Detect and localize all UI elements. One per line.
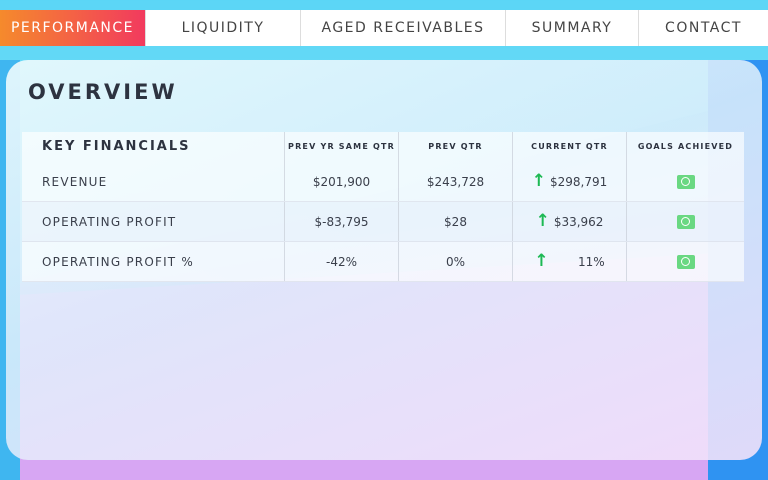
prev-qtr-value: 0% bbox=[399, 242, 513, 281]
tab-contact[interactable]: CONTACT bbox=[665, 20, 742, 36]
tab-liquidity[interactable]: LIQUIDITY bbox=[146, 10, 301, 46]
up-arrow-icon: ↑ bbox=[531, 171, 546, 191]
tab-performance[interactable]: PERFORMANCE bbox=[0, 10, 146, 46]
header-key-financials: KEY FINANCIALS bbox=[22, 132, 285, 162]
header-prev-yr-same-qtr: PREV YR SAME QTR bbox=[285, 132, 399, 162]
table-header-row: KEY FINANCIALS PREV YR SAME QTR PREV QTR… bbox=[22, 132, 744, 162]
table-row: OPERATING PROFIT $-83,795 $28 ↑ $33,962 bbox=[22, 202, 744, 242]
goals-cell bbox=[627, 162, 744, 201]
top-nav: PERFORMANCE LIQUIDITY AGED RECEIVABLES S… bbox=[0, 10, 768, 46]
current-qtr-value: $298,791 bbox=[549, 174, 608, 189]
goal-achieved-icon bbox=[676, 174, 695, 189]
goal-achieved-icon bbox=[676, 254, 695, 269]
current-qtr-cell: ↑ $298,791 bbox=[513, 162, 627, 201]
current-qtr-value: $33,962 bbox=[553, 214, 604, 229]
goals-cell bbox=[627, 242, 744, 281]
prev-yr-value: $201,900 bbox=[285, 162, 399, 201]
up-arrow-icon: ↑ bbox=[534, 251, 549, 271]
key-financials-table: KEY FINANCIALS PREV YR SAME QTR PREV QTR… bbox=[22, 132, 744, 282]
overview-card: OVERVIEW KEY FINANCIALS PREV YR SAME QTR… bbox=[6, 60, 762, 460]
prev-yr-value: -42% bbox=[285, 242, 399, 281]
header-goals-achieved: GOALS ACHIEVED bbox=[627, 132, 744, 162]
header-current-qtr: CURRENT QTR bbox=[513, 132, 627, 162]
prev-yr-value: $-83,795 bbox=[285, 202, 399, 241]
current-qtr-value: 11% bbox=[577, 254, 605, 269]
tab-summary[interactable]: SUMMARY bbox=[506, 10, 639, 46]
row-label: OPERATING PROFIT % bbox=[22, 242, 285, 281]
prev-qtr-value: $243,728 bbox=[399, 162, 513, 201]
prev-qtr-value: $28 bbox=[399, 202, 513, 241]
row-label: REVENUE bbox=[22, 162, 285, 201]
table-row: OPERATING PROFIT % -42% 0% ↑ 11% bbox=[22, 242, 744, 282]
up-arrow-icon: ↑ bbox=[535, 211, 550, 231]
overview-title: OVERVIEW bbox=[28, 80, 178, 104]
header-prev-qtr: PREV QTR bbox=[399, 132, 513, 162]
row-label: OPERATING PROFIT bbox=[22, 202, 285, 241]
current-qtr-cell: ↑ $33,962 bbox=[513, 202, 627, 241]
goals-cell bbox=[627, 202, 744, 241]
table-row: REVENUE $201,900 $243,728 ↑ $298,791 bbox=[22, 162, 744, 202]
goal-achieved-icon bbox=[676, 214, 695, 229]
current-qtr-cell: ↑ 11% bbox=[513, 242, 627, 281]
tab-aged-receivables[interactable]: AGED RECEIVABLES bbox=[301, 10, 506, 46]
